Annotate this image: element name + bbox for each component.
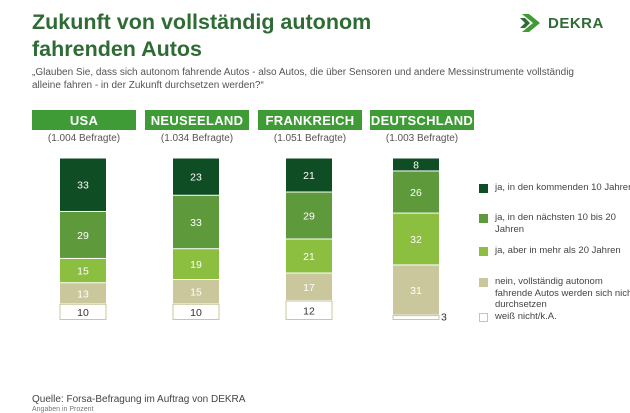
bar-segment-deutschland-1 (393, 158, 439, 171)
column-header-frankreich: FRANKREICH (258, 110, 362, 130)
dekra-logo: DEKRA (520, 14, 604, 32)
bar-segment-deutschland-2 (393, 171, 439, 213)
bar-label-deutschland-1: 8 (413, 159, 419, 171)
bar-label-usa-1: 33 (77, 180, 89, 192)
bar-segment-neuseeland-2 (173, 195, 219, 249)
bar-label-deutschland-3: 32 (410, 234, 422, 246)
bar-label-deutschland-5: 3 (441, 312, 447, 324)
legend-swatch-1 (479, 184, 488, 193)
column-header-neuseeland: NEUSEELAND (145, 110, 249, 130)
bar-segment-neuseeland-5 (172, 303, 220, 320)
bar-label-neuseeland-3: 19 (190, 259, 202, 271)
logo-text: DEKRA (548, 14, 604, 32)
bar-segment-neuseeland-3 (173, 249, 219, 279)
bar-segment-usa-2 (60, 211, 106, 258)
source-text: Quelle: Forsa-Befragung im Auftrag von D… (32, 394, 246, 405)
bar-segment-usa-3 (60, 258, 106, 283)
legend-label-2: ja, in den nächsten 10 bis 20 Jahren (495, 212, 616, 235)
bar-segment-usa-1 (60, 158, 106, 211)
bar-label-usa-3: 15 (77, 266, 89, 278)
bar-label-neuseeland-4: 15 (190, 287, 202, 299)
legend-swatch-4 (479, 278, 488, 287)
unit-note: Angaben in Prozent (32, 406, 94, 413)
bar-label-deutschland-2: 26 (410, 187, 422, 199)
dekra-logo-icon (520, 14, 540, 32)
legend-label-5: weiß nicht/k.A. (495, 311, 557, 322)
survey-question: „Glauben Sie, dass sich autonom fahrende… (32, 67, 574, 91)
bar-label-usa-5: 10 (77, 307, 89, 319)
bar-label-frankreich-1: 21 (303, 170, 315, 182)
legend-label-1: ja, in den kommenden 10 Jahren (495, 182, 630, 193)
legend-item-3: ja, aber in mehr als 20 Jahren (479, 245, 630, 257)
legend-swatch-3 (479, 247, 488, 256)
bar-label-neuseeland-1: 23 (190, 172, 202, 184)
column-respondents-usa: (1.004 Befragte) (47, 133, 121, 144)
bar-label-frankreich-5: 12 (303, 305, 315, 317)
legend-swatch-5 (479, 313, 488, 322)
legend-item-2: ja, in den nächsten 10 bis 20 Jahren (479, 212, 630, 235)
legend-item-5: weiß nicht/k.A. (479, 311, 630, 323)
column-respondents-frankreich: (1.051 Befragte) (273, 133, 347, 144)
bar-segment-frankreich-1 (286, 158, 332, 192)
bar-label-frankreich-2: 29 (303, 211, 315, 223)
bar-label-usa-2: 29 (77, 230, 89, 242)
bar-label-neuseeland-2: 33 (190, 217, 202, 229)
legend-item-1: ja, in den kommenden 10 Jahren (479, 182, 630, 194)
bar-segment-frankreich-4 (286, 273, 332, 301)
bar-label-frankreich-3: 21 (303, 251, 315, 263)
bar-segment-neuseeland-4 (173, 280, 219, 304)
bar-segment-deutschland-4 (393, 265, 439, 315)
bar-label-usa-4: 13 (77, 288, 89, 300)
bar-segment-deutschland-3 (393, 213, 439, 265)
column-header-usa: USA (32, 110, 136, 130)
column-respondents-deutschland: (1.003 Befragte) (385, 133, 459, 144)
column-respondents-neuseeland: (1.034 Befragte) (160, 133, 234, 144)
column-header-deutschland: DEUTSCHLAND (370, 110, 474, 130)
legend-swatch-2 (479, 214, 488, 223)
bar-segment-frankreich-2 (286, 192, 332, 239)
bar-segment-frankreich-5 (285, 300, 333, 320)
bar-label-frankreich-4: 17 (303, 282, 315, 294)
bar-segment-frankreich-3 (286, 239, 332, 273)
chart-title: Zukunft von vollständig autonom fahrende… (32, 10, 372, 61)
bar-segment-usa-5 (59, 303, 107, 320)
bar-label-neuseeland-5: 10 (190, 307, 202, 319)
bar-segment-neuseeland-1 (173, 158, 219, 195)
bar-segment-usa-4 (60, 283, 106, 304)
legend-label-4: nein, vollständig autonom fahrende Autos… (495, 276, 630, 310)
legend-label-3: ja, aber in mehr als 20 Jahren (495, 245, 621, 256)
bar-label-deutschland-4: 31 (410, 285, 422, 297)
bar-segment-deutschland-5 (392, 315, 440, 321)
legend-item-4: nein, vollständig autonom fahrende Autos… (479, 276, 630, 311)
